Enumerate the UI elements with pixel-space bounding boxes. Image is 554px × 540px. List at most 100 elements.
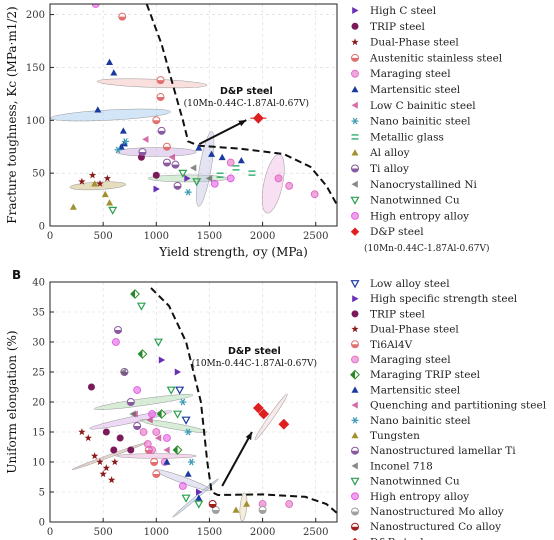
series-nano-bainitic-steel bbox=[179, 398, 195, 466]
y-tick-label: 20 bbox=[32, 398, 45, 409]
point-austenitic-stainless-steel-1-half bbox=[157, 80, 165, 84]
legend-label-martensitic-steel: Martensitic steel bbox=[370, 84, 461, 96]
legend-item-maraging-steel: Maraging steel bbox=[351, 354, 451, 366]
point-nanostructured-lamellar-ti-3 bbox=[133, 422, 142, 430]
x-tick-label: 1000 bbox=[144, 527, 169, 538]
legend-marker-trip-steel bbox=[351, 310, 359, 318]
point-austenitic-stainless-steel-0-half bbox=[118, 16, 126, 21]
legend-item-nano-bainitic-steel: Nano bainitic steel bbox=[351, 415, 471, 427]
legend-label-nanotwinned-cu: Nanotwinned Cu bbox=[370, 476, 460, 488]
point-quenching-and-partitioning-steel-1 bbox=[146, 416, 153, 424]
point-maraging-trip-steel-1-half bbox=[138, 349, 143, 359]
region-ellipse-0 bbox=[50, 108, 171, 122]
legend-item-trip-steel: TRIP steel bbox=[351, 21, 425, 33]
legend-marker-trip-steel bbox=[351, 22, 359, 30]
legend-label-high-c-steel: High C steel bbox=[370, 5, 437, 17]
legend-label-ti6al4v: Ti6Al4V bbox=[370, 339, 413, 351]
legend-label-trip-steel: TRIP steel bbox=[370, 21, 425, 33]
point-dual-phase-steel-0 bbox=[78, 177, 86, 185]
legend-marker-austenitic-stainless-steel-half bbox=[351, 57, 359, 62]
point-nanostructured-mo-alloy-0-half bbox=[212, 510, 220, 514]
region-ellipse-5 bbox=[196, 131, 215, 207]
point-inconel-718-1 bbox=[129, 410, 136, 418]
x-axis-label: Yield strength, σy (MPa) bbox=[158, 245, 308, 259]
point-nano-bainitic-steel-0-spoke bbox=[180, 398, 186, 406]
series-nanocrystallined-ni bbox=[190, 164, 213, 182]
point-nanostructured-lamellar-ti-0-half bbox=[114, 330, 122, 334]
point-nanostructured-co-alloy-0 bbox=[208, 500, 217, 508]
point-ti-alloy-0-half bbox=[138, 152, 146, 156]
point-nanotwinned-cu-1 bbox=[153, 338, 163, 347]
legend-marker-nano-bainitic-steel bbox=[351, 117, 359, 125]
legend-marker-nanotwinned-cu bbox=[350, 196, 360, 205]
point-martensitic-steel-2 bbox=[94, 106, 102, 113]
legend-marker-maraging-trip-steel-half bbox=[350, 370, 355, 379]
point-tungsten-0 bbox=[232, 506, 240, 513]
legend-item-maraging-trip-steel: Maraging TRIP steel bbox=[350, 369, 481, 381]
property-boundary-line bbox=[150, 287, 337, 514]
axes-frame bbox=[49, 3, 338, 227]
point-nano-bainitic-steel-1 bbox=[184, 428, 192, 436]
point-ti-alloy-1-half bbox=[163, 162, 171, 167]
point-nano-bainitic-steel-0 bbox=[114, 146, 122, 154]
legend-item-high-entropy-alloy: High entropy alloy bbox=[351, 210, 469, 222]
legend-item-nanostructured-co-alloy: Nanostructured Co alloy bbox=[351, 521, 501, 533]
series-nanotwinned-cu bbox=[136, 302, 204, 509]
legend-label-dual-phase-steel: Dual-Phase steel bbox=[370, 37, 459, 49]
y-tick-label: 150 bbox=[26, 63, 45, 74]
point-dual-phase-steel-2 bbox=[96, 179, 104, 187]
point-nano-bainitic-steel-0 bbox=[179, 398, 187, 406]
legend-item-ti6al4v: Ti6Al4V bbox=[351, 339, 413, 351]
point-trip-steel-0 bbox=[87, 383, 95, 391]
point-trip-steel-4 bbox=[127, 446, 135, 454]
y-axis-label: Fracture toughness, Kc (MPa·m1/2) bbox=[5, 6, 19, 223]
series-maraging-trip-steel bbox=[130, 289, 183, 455]
series-nanotwinned-cu bbox=[108, 169, 202, 215]
y-tick-label: 15 bbox=[32, 428, 45, 439]
series-ti-alloy bbox=[138, 126, 182, 190]
series-nano-bainitic-steel bbox=[114, 138, 192, 196]
legend-label-maraging-trip-steel: Maraging TRIP steel bbox=[370, 369, 481, 381]
point-high-specific-strength-steel-2 bbox=[196, 488, 203, 496]
legend-marker-nano-bainitic-steel-spoke bbox=[352, 416, 358, 424]
x-tick-label: 1500 bbox=[197, 231, 222, 242]
legend-marker-d-p-steel bbox=[352, 537, 358, 540]
dp-annotation: D&P steel(10Mn-0.44C-1.87Al-0.67V) bbox=[184, 86, 309, 146]
point-dual-phase-steel-3 bbox=[96, 458, 104, 466]
x-tick-label: 0 bbox=[47, 231, 53, 242]
legend-label-dual-phase-steel: Dual-Phase steel bbox=[370, 324, 459, 336]
point-dual-phase-steel-2 bbox=[90, 452, 99, 460]
series-tungsten bbox=[232, 500, 251, 513]
legend-item-d-p-steel: D&P steel bbox=[352, 536, 424, 540]
legend-marker-ti-alloy-half bbox=[351, 168, 359, 173]
legend-label-ti-alloy: Ti alloy bbox=[370, 163, 409, 175]
y-tick-label: 10 bbox=[32, 458, 45, 469]
series-austenitic-stainless-steel bbox=[118, 12, 171, 151]
legend-marker-nanostructured-lamellar-ti bbox=[351, 446, 359, 455]
point-ti-alloy-0 bbox=[138, 148, 147, 156]
point-trip-steel-2 bbox=[110, 446, 118, 454]
series-al-alloy bbox=[69, 180, 114, 210]
series-trip-steel bbox=[87, 383, 135, 454]
point-dual-phase-steel-6 bbox=[107, 476, 116, 484]
region-ellipse-8 bbox=[254, 393, 288, 441]
dp-annotation-title: D&P steel bbox=[228, 346, 281, 357]
point-martensitic-steel-1 bbox=[110, 69, 118, 76]
legend-marker-high-entropy-alloy bbox=[351, 492, 359, 501]
legend-item-martensitic-steel: Martensitic steel bbox=[351, 84, 461, 96]
point-trip-steel-1 bbox=[152, 171, 160, 179]
point-ti6al4v-1-half bbox=[150, 462, 158, 466]
panel-a-fracture-toughness: 0 500 1000 1500 2000 2500 0 50 100 150 200 Yield st… bbox=[5, 3, 503, 259]
point-nanotwinned-cu-4 bbox=[181, 494, 191, 503]
point-trip-steel-3 bbox=[116, 434, 124, 442]
legend-item-al-alloy: Al alloy bbox=[351, 147, 410, 159]
legend-item-maraging-steel: Maraging steel bbox=[351, 68, 451, 80]
legend-marker-tungsten bbox=[351, 432, 359, 439]
point-austenitic-stainless-steel-4 bbox=[162, 142, 171, 151]
point-maraging-steel-6 bbox=[285, 500, 294, 508]
x-tick-label: 0 bbox=[47, 527, 53, 538]
legend-item-low-alloy-steel: Low alloy steel bbox=[350, 278, 450, 290]
point-nano-bainitic-steel-1-spoke bbox=[123, 138, 128, 145]
region-ellipse-2 bbox=[69, 181, 127, 191]
